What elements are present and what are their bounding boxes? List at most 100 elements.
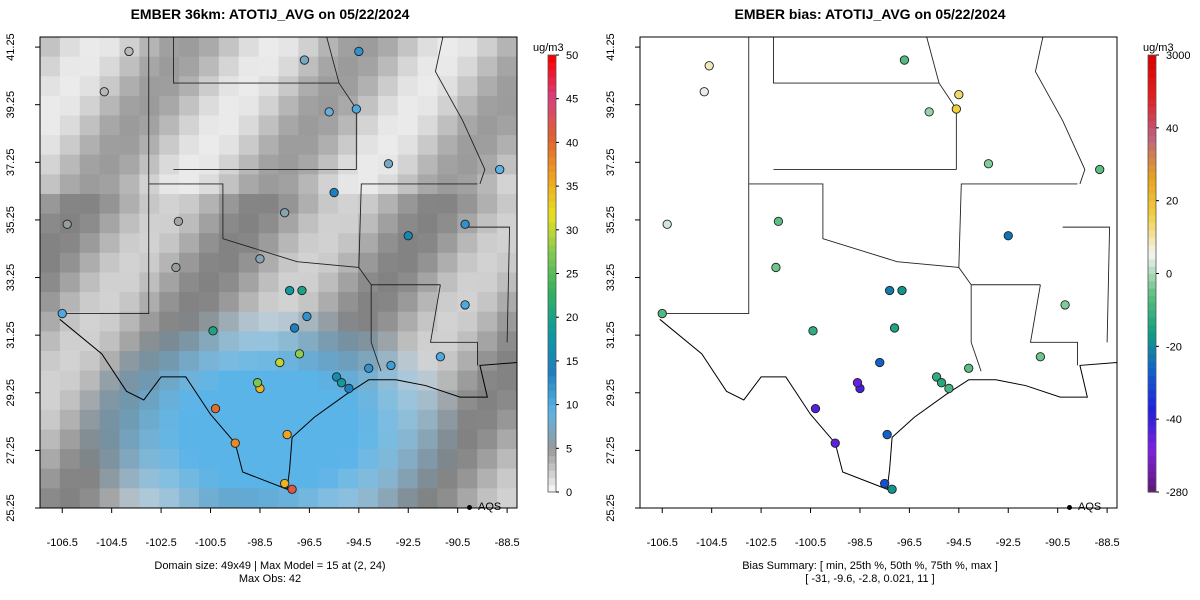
colorbar-label: 5 [566,443,572,455]
y-tick-label: 31.25 [5,321,17,349]
aqs-marker-icon [467,504,472,510]
x-tick-label: -96.5 [897,537,922,549]
y-tick-label: 29.25 [605,379,617,407]
model-map-panel: EMBER 36km: ATOTIJ_AVG on 05/22/2024 -10… [5,6,578,585]
state-border [926,37,957,170]
aqs-marker-icon [1067,504,1072,510]
colorbar-label: -20 [1166,341,1182,353]
station-marker [897,285,907,296]
colorbar [1147,54,1157,493]
right-map-title: EMBER bias: ATOTIJ_AVG on 05/22/2024 [734,6,1006,22]
plot-frame [39,36,518,509]
y-tick-label: 35.25 [605,206,617,234]
station-marker [351,104,362,114]
colorbar-label: 0 [1166,269,1172,281]
station-marker [282,429,292,440]
x-tick-label: -92.5 [996,537,1021,549]
station-marker [887,484,897,494]
colorbar-label: 40 [1166,123,1178,135]
state-border [773,37,940,84]
state-border [748,183,982,372]
state-border [1029,284,1078,366]
state-border [358,183,478,268]
station-marker [252,378,263,388]
y-tick-label: 25.25 [5,494,17,522]
x-tick-label: -102.5 [746,537,777,549]
station-marker [704,61,714,71]
state-border [326,37,357,170]
station-marker [99,87,109,97]
left-legend-label: AQS [478,501,502,513]
station-marker [171,262,181,273]
station-marker [289,323,300,333]
x-tick-label: -88.5 [495,537,520,549]
y-tick-label: 31.25 [605,321,617,349]
station-marker [460,219,470,229]
station-marker [773,216,784,227]
colorbar-label: -40 [1166,414,1182,426]
plot-frame [639,36,1118,509]
x-tick-label: -100.5 [795,537,826,549]
x-tick-label: -104.5 [96,537,127,549]
colorbar-label: 30 [566,225,578,237]
state-border [173,37,340,84]
y-tick-label: 35.25 [5,206,17,234]
y-tick-label: 29.25 [5,379,17,407]
station-marker [287,484,297,494]
x-tick-label: -100.5 [195,537,226,549]
station-marker [808,326,818,336]
station-marker [882,429,892,440]
station-marker [210,403,221,414]
station-marker [435,352,446,362]
station-marker [208,326,218,336]
station-marker [383,159,394,169]
station-marker [57,308,67,319]
station-marker [964,363,974,373]
right-legend-label: AQS [1078,501,1102,513]
colorbar-label: 35 [566,181,578,193]
station-marker [403,231,413,241]
right-map-plot: -106.5 -104.5 -102.5 -100.5 -98.5 -96.5 -94.5 -… [605,33,1190,549]
colorbar-label: 15 [566,356,578,368]
x-tick-label: -88.5 [1095,537,1120,549]
colorbar-label: 25 [566,269,578,281]
station-marker [62,219,72,229]
station-marker [329,187,339,198]
y-tick-label: 33.25 [605,264,617,292]
coastline [659,318,1117,490]
station-marker [662,219,672,229]
station-marker [880,478,890,489]
station-marker [124,46,134,57]
colorbar-label: 40 [566,137,578,149]
y-tick-label: 41.25 [5,33,17,61]
station-marker [936,378,947,388]
state-border [1034,37,1086,185]
station-marker [899,55,910,65]
x-tick-label: -106.5 [47,537,78,549]
station-marker [875,357,885,368]
station-marker [344,383,354,394]
right-footer-bias-header: Bias Summary: [ min, 25th %, 50th %, 75t… [742,560,998,572]
station-marker [336,378,347,388]
colorbar [547,54,557,493]
station-marker [354,46,364,57]
station-marker [944,383,954,394]
colorbar-label: 50 [566,50,578,62]
y-tick-label: 25.25 [605,494,617,522]
bias-map-panel: EMBER bias: ATOTIJ_AVG on 05/22/2024 -10… [600,0,1200,600]
state-border [462,226,511,343]
right-footer-bias-values: [ -31, -9.6, -2.8, 0.021, 11 ] [805,573,935,585]
map-background [640,37,1117,508]
station-marker [173,216,184,227]
x-tick-label: -94.5 [346,537,371,549]
left-map-plot: -106.5 -104.5 -102.5 -100.5 -98.5 -96.5 -94.5 -… [5,33,578,549]
x-tick-label: -90.5 [1045,537,1070,549]
y-tick-label: 39.25 [605,91,617,119]
colorbar-label: 20 [566,312,578,324]
station-marker [951,104,962,114]
colorbar-label: 20 [1166,196,1178,208]
station-marker [280,478,290,489]
station-marker [324,107,334,117]
y-tick-label: 41.25 [605,33,617,61]
x-tick-label: -94.5 [946,537,971,549]
